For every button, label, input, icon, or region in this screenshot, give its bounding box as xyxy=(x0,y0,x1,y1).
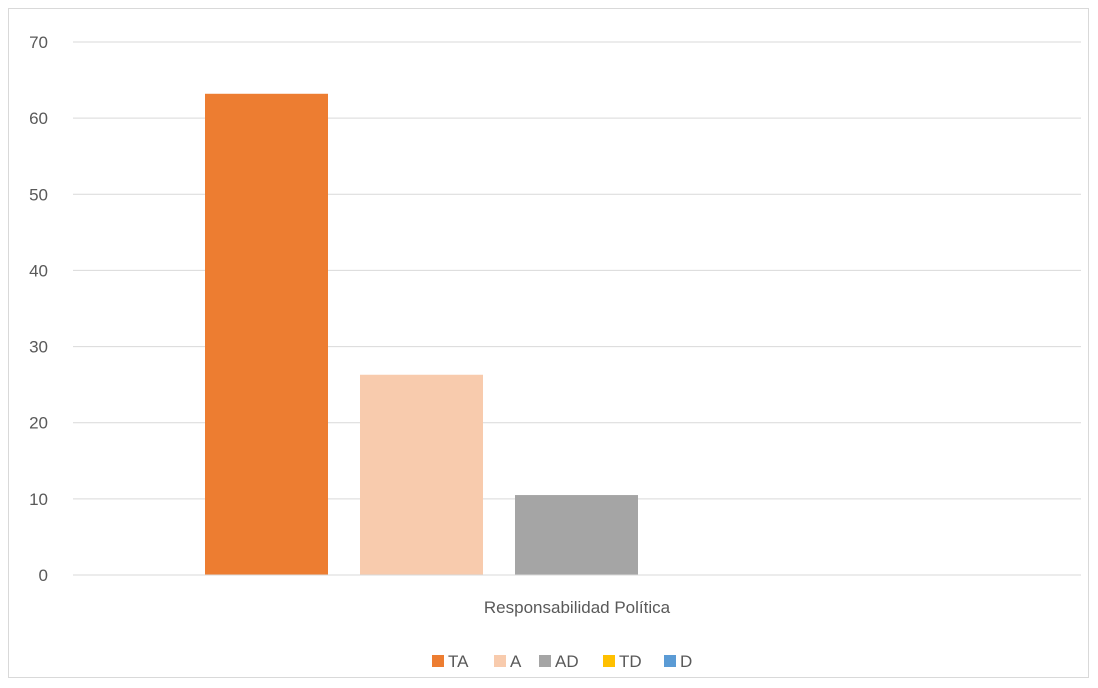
legend-label-td: TD xyxy=(619,652,642,671)
legend: TA A AD TD D xyxy=(432,652,692,671)
legend-label-ta: TA xyxy=(448,652,469,671)
bar-ta xyxy=(205,93,328,575)
y-tick-label: 60 xyxy=(29,109,48,128)
y-tick-label: 0 xyxy=(39,566,48,585)
y-axis-ticks: 0 10 20 30 40 50 60 70 xyxy=(29,33,48,585)
legend-swatch-d xyxy=(664,655,676,667)
legend-swatch-td xyxy=(603,655,615,667)
bar-ad xyxy=(515,495,638,575)
y-tick-label: 70 xyxy=(29,33,48,52)
y-tick-label: 20 xyxy=(29,414,48,433)
legend-swatch-a xyxy=(494,655,506,667)
y-tick-label: 50 xyxy=(29,185,48,204)
bars xyxy=(205,93,638,575)
legend-label-d: D xyxy=(680,652,692,671)
y-tick-label: 30 xyxy=(29,338,48,357)
category-label: Responsabilidad Política xyxy=(484,598,671,617)
y-tick-label: 10 xyxy=(29,490,48,509)
bar-a xyxy=(360,374,483,575)
legend-label-a: A xyxy=(510,652,522,671)
y-tick-label: 40 xyxy=(29,261,48,280)
legend-swatch-ad xyxy=(539,655,551,667)
legend-swatch-ta xyxy=(432,655,444,667)
legend-label-ad: AD xyxy=(555,652,579,671)
